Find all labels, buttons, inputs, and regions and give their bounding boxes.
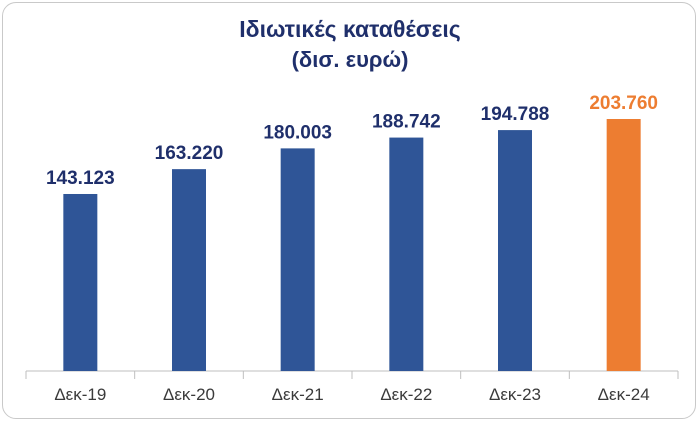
x-tick-label: Δεκ-21	[272, 385, 324, 404]
bar-value-label: 180.003	[263, 122, 332, 143]
chart-title: Ιδιωτικές καταθέσεις	[239, 16, 461, 42]
bar-value-label: 163.220	[155, 143, 224, 164]
bar-Δεκ-21	[280, 148, 315, 371]
bar-value-label: 143.123	[46, 168, 115, 189]
category-separators	[25, 371, 679, 379]
x-tick-label: Δεκ-22	[380, 385, 432, 404]
bar-Δεκ-19	[63, 193, 98, 371]
bars-group	[63, 119, 641, 371]
bar-value-label: 194.788	[481, 104, 550, 125]
chart-frame	[2, 2, 696, 419]
bar-value-label: 188.742	[372, 112, 441, 133]
bar-value-label: 203.760	[589, 93, 658, 114]
bar-Δεκ-23	[498, 130, 532, 371]
bar-Δεκ-22	[389, 137, 424, 371]
x-tick-label: Δεκ-24	[598, 385, 650, 404]
x-tick-label: Δεκ-19	[54, 385, 106, 404]
bar-Δεκ-20	[172, 169, 206, 371]
chart-subtitle: (δισ. ευρώ)	[291, 47, 409, 72]
x-tick-label: Δεκ-23	[489, 385, 541, 404]
bar-labels-group: 143.123 163.220 180.003 188.742 194.788 203.7…	[46, 93, 658, 189]
bar-Δεκ-24	[606, 119, 641, 371]
x-tick-label: Δεκ-20	[163, 385, 215, 404]
tick-labels-group: Δεκ-19 Δεκ-20 Δεκ-21 Δεκ-22 Δεκ-23 Δεκ-24	[54, 385, 649, 404]
